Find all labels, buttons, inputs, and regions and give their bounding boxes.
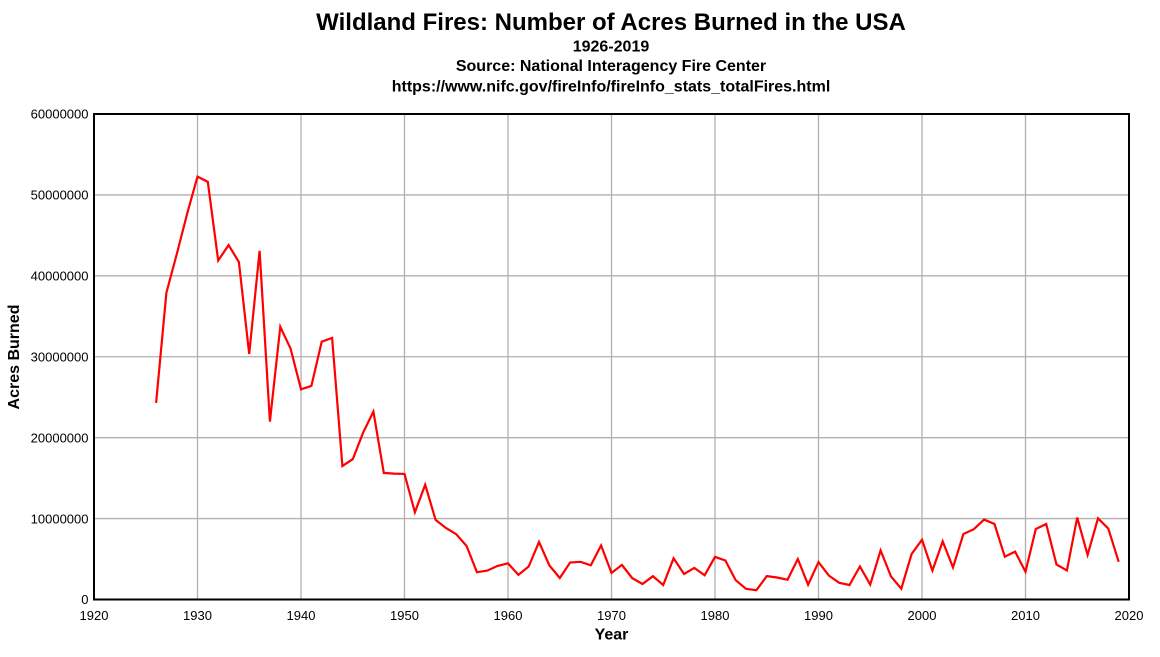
svg-text:1950: 1950 [390, 608, 419, 623]
svg-text:1920: 1920 [80, 608, 109, 623]
svg-text:1926-2019: 1926-2019 [573, 39, 650, 56]
svg-text:Wildland Fires: Number of Acre: Wildland Fires: Number of Acres Burned i… [316, 9, 906, 36]
svg-text:1980: 1980 [701, 608, 730, 623]
svg-text:https://www.nifc.gov/fireInfo/: https://www.nifc.gov/fireInfo/fireInfo_s… [392, 79, 831, 96]
svg-text:30000000: 30000000 [31, 349, 89, 364]
svg-text:Source: National Interagency F: Source: National Interagency Fire Center [456, 58, 766, 75]
svg-text:2000: 2000 [908, 608, 937, 623]
svg-text:1930: 1930 [183, 608, 212, 623]
svg-text:2010: 2010 [1011, 608, 1040, 623]
svg-text:Year: Year [595, 627, 629, 644]
svg-text:60000000: 60000000 [31, 107, 89, 122]
svg-text:2020: 2020 [1115, 608, 1144, 623]
svg-text:1970: 1970 [597, 608, 626, 623]
svg-text:50000000: 50000000 [31, 188, 89, 203]
svg-text:40000000: 40000000 [31, 269, 89, 284]
svg-text:1960: 1960 [494, 608, 523, 623]
svg-text:10000000: 10000000 [31, 511, 89, 526]
svg-text:0: 0 [81, 592, 88, 607]
svg-text:Acres Burned: Acres Burned [6, 305, 23, 410]
svg-text:1990: 1990 [804, 608, 833, 623]
svg-text:20000000: 20000000 [31, 430, 89, 445]
svg-text:1940: 1940 [287, 608, 316, 623]
